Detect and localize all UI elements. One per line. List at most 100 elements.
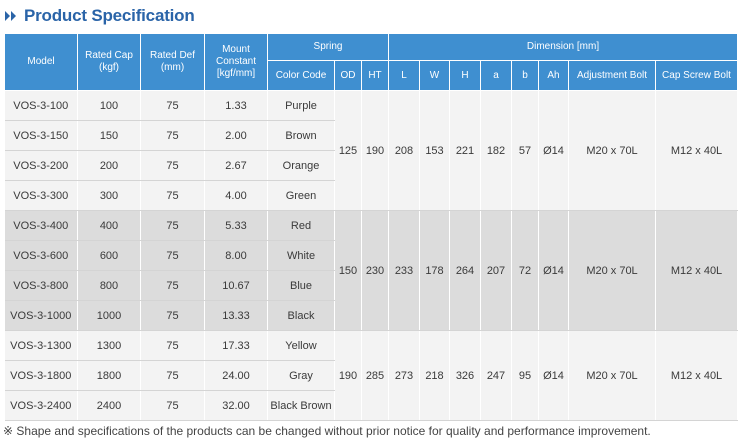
cell-model: VOS-3-1300 xyxy=(4,330,78,361)
cell-color-code: Red xyxy=(267,210,335,241)
cell-rated-cap: 1800 xyxy=(77,360,141,391)
cell-h: 326 xyxy=(449,330,481,421)
cell-ah: Ø14 xyxy=(538,210,569,331)
cell-od: 190 xyxy=(334,330,362,421)
cell-rated-def: 75 xyxy=(140,180,205,211)
cell-color-code: Brown xyxy=(267,120,335,151)
cell-w: 178 xyxy=(419,210,450,331)
cell-model: VOS-3-1000 xyxy=(4,300,78,331)
header-dimension: Dimension [mm] xyxy=(388,33,738,61)
cell-od: 125 xyxy=(334,90,362,211)
cell-w: 218 xyxy=(419,330,450,421)
cell-l: 233 xyxy=(388,210,420,331)
cell-model: VOS-3-300 xyxy=(4,180,78,211)
cell-od: 150 xyxy=(334,210,362,331)
header-rated-cap-label: Rated Cap xyxy=(85,50,133,61)
header-rated-def-label: Rated Def xyxy=(149,50,196,61)
cell-rated-cap: 600 xyxy=(77,240,141,271)
cell-ah: Ø14 xyxy=(538,330,569,421)
cell-cap-screw-bolt: M12 x 40L xyxy=(655,210,738,331)
cell-h: 221 xyxy=(449,90,481,211)
cell-rated-cap: 800 xyxy=(77,270,141,301)
table-row: VOS-3-200 200 75 2.67 Orange xyxy=(4,150,738,181)
header-h: H xyxy=(449,60,481,91)
header-rated-def: Rated Def (mm) xyxy=(140,33,205,91)
cell-b: 72 xyxy=(511,210,539,331)
cell-model: VOS-3-400 xyxy=(4,210,78,241)
header-ht: HT xyxy=(361,60,389,91)
cell-color-code: Yellow xyxy=(267,330,335,361)
table-row: VOS-3-150 150 75 2.00 Brown xyxy=(4,120,738,151)
table-row: VOS-3-400 400 75 5.33 Red 150 230 233 17… xyxy=(4,210,738,331)
cell-l: 273 xyxy=(388,330,420,421)
cell-ht: 190 xyxy=(361,90,389,211)
header-mount-constant-label: Mount xyxy=(222,44,250,55)
header-cap-screw-bolt: Cap Screw Bolt xyxy=(655,60,738,91)
header-a: a xyxy=(480,60,512,91)
cell-mount-constant: 10.67 xyxy=(204,270,268,301)
header-adjustment-bolt: Adjustment Bolt xyxy=(568,60,656,91)
cell-rated-cap: 300 xyxy=(77,180,141,211)
header-rated-cap: Rated Cap (kgf) xyxy=(77,33,141,91)
header-model: Model xyxy=(4,33,78,91)
cell-rated-def: 75 xyxy=(140,210,205,241)
cell-rated-cap: 200 xyxy=(77,150,141,181)
cell-a: 207 xyxy=(480,210,512,331)
cell-a: 182 xyxy=(480,90,512,211)
header-ah: Ah xyxy=(538,60,569,91)
cell-model: VOS-3-1800 xyxy=(4,360,78,391)
page-title: Product Specification xyxy=(24,6,195,25)
cell-mount-constant: 5.33 xyxy=(204,210,268,241)
cell-mount-constant: 13.33 xyxy=(204,300,268,331)
cell-rated-def: 75 xyxy=(140,360,205,391)
spec-table: Model Rated Cap (kgf) Rated Def (mm) Mou… xyxy=(4,33,738,421)
cell-rated-def: 75 xyxy=(140,270,205,301)
cell-rated-cap: 1000 xyxy=(77,300,141,331)
cell-adjustment-bolt: M20 x 70L xyxy=(568,90,656,211)
table-row: VOS-3-1000 1000 75 13.33 Black xyxy=(4,300,738,331)
cell-rated-cap: 150 xyxy=(77,120,141,151)
cell-color-code: Purple xyxy=(267,90,335,121)
header-color-code: Color Code xyxy=(267,60,335,91)
cell-mount-constant: 8.00 xyxy=(204,240,268,271)
cell-rated-def: 75 xyxy=(140,90,205,121)
cell-rated-cap: 100 xyxy=(77,90,141,121)
cell-model: VOS-3-200 xyxy=(4,150,78,181)
cell-model: VOS-3-600 xyxy=(4,240,78,271)
cell-rated-cap: 1300 xyxy=(77,330,141,361)
cell-w: 153 xyxy=(419,90,450,211)
cell-model: VOS-3-2400 xyxy=(4,390,78,421)
cell-rated-cap: 2400 xyxy=(77,390,141,421)
table-row: VOS-3-100 100 75 1.33 Purple 125 190 208… xyxy=(4,90,738,211)
table-row: VOS-3-2400 2400 75 32.00 Black Brown xyxy=(4,390,738,421)
cell-cap-screw-bolt: M12 x 40L xyxy=(655,90,738,211)
cell-mount-constant: 4.00 xyxy=(204,180,268,211)
cell-b: 95 xyxy=(511,330,539,421)
cell-rated-def: 75 xyxy=(140,300,205,331)
table-row: VOS-3-800 800 75 10.67 Blue xyxy=(4,270,738,301)
table-row: VOS-3-1300 1300 75 17.33 Yellow 190 285 … xyxy=(4,330,738,421)
cell-model: VOS-3-100 xyxy=(4,90,78,121)
cell-a: 247 xyxy=(480,330,512,421)
header-b: b xyxy=(511,60,539,91)
cell-rated-def: 75 xyxy=(140,390,205,421)
cell-cap-screw-bolt: M12 x 40L xyxy=(655,330,738,421)
header-mount-constant: Mount Constant [kgf/mm] xyxy=(204,33,268,91)
cell-rated-cap: 400 xyxy=(77,210,141,241)
table-row: VOS-3-1800 1800 75 24.00 Gray xyxy=(4,360,738,391)
cell-adjustment-bolt: M20 x 70L xyxy=(568,210,656,331)
cell-l: 208 xyxy=(388,90,420,211)
cell-color-code: Gray xyxy=(267,360,335,391)
section-title: Product Specification xyxy=(4,4,195,28)
cell-color-code: Black xyxy=(267,300,335,331)
cell-color-code: Black Brown xyxy=(267,390,335,421)
footnote: ※ Shape and specifications of the produc… xyxy=(3,424,651,438)
cell-ht: 230 xyxy=(361,210,389,331)
header-rated-def-unit: (mm) xyxy=(160,62,185,73)
header-l: L xyxy=(388,60,420,91)
cell-h: 264 xyxy=(449,210,481,331)
cell-rated-def: 75 xyxy=(140,120,205,151)
cell-ah: Ø14 xyxy=(538,90,569,211)
cell-model: VOS-3-150 xyxy=(4,120,78,151)
cell-rated-def: 75 xyxy=(140,240,205,271)
